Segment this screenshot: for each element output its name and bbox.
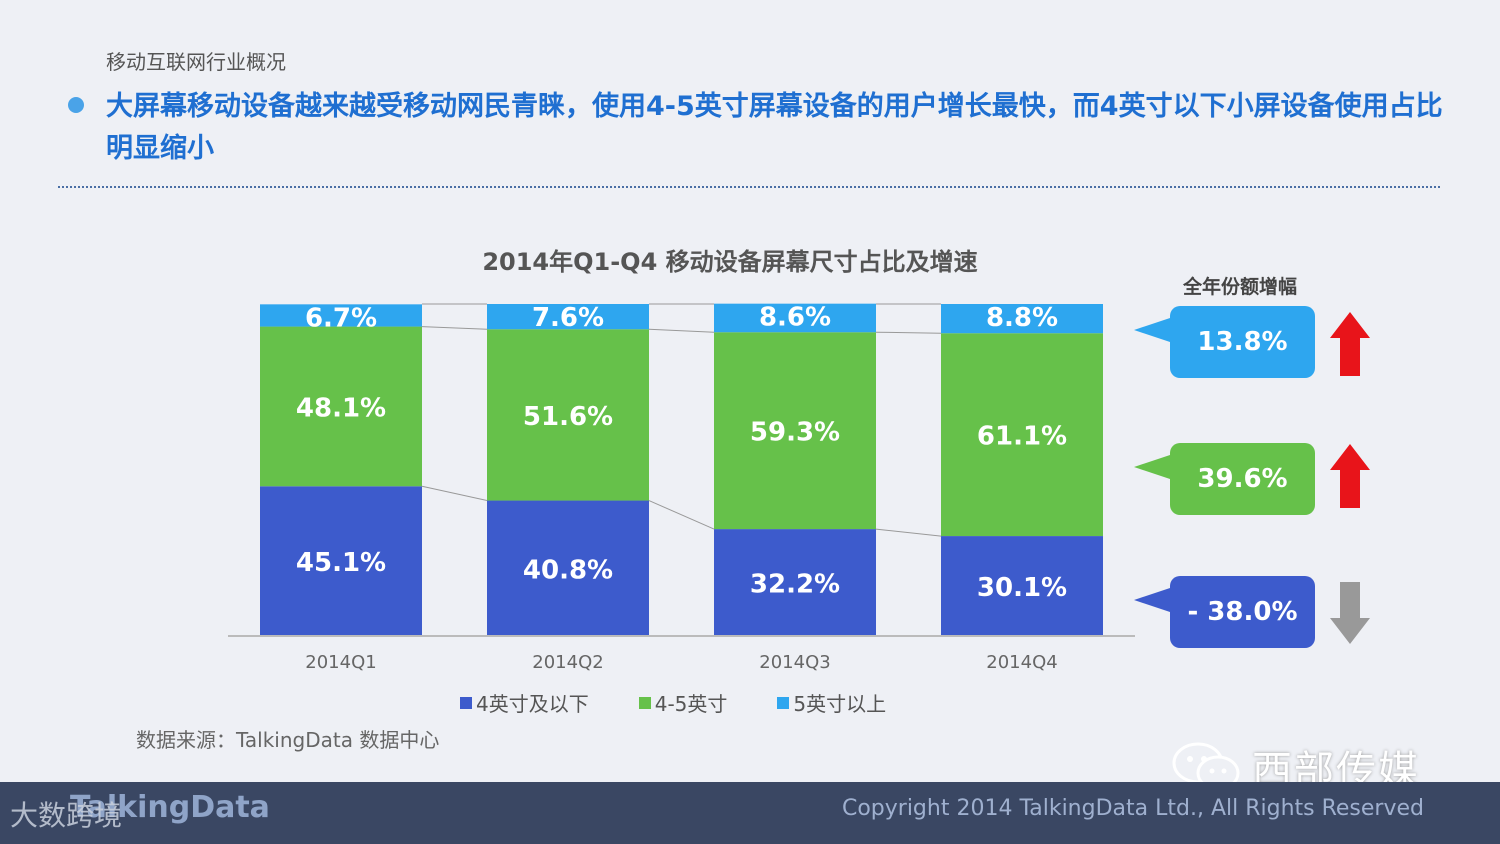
x-tick-label: 2014Q3 [759, 652, 830, 673]
data-label: 40.8% [523, 555, 613, 585]
legend-item-5in-plus: 5英寸以上 [777, 688, 886, 717]
connector-line [648, 500, 715, 530]
bar-segment [487, 500, 649, 636]
bar-segment [714, 303, 876, 333]
footer: TalkingData 大数跨境 Copyright 2014 TalkingD… [0, 782, 1500, 844]
up-arrow-icon [1330, 444, 1370, 508]
divider [58, 186, 1440, 188]
growth-callout-5in-plus: 13.8% [1134, 306, 1315, 378]
data-label: 7.6% [532, 303, 604, 333]
connector-line [875, 528, 942, 537]
data-label: 8.8% [986, 303, 1058, 333]
data-label: 30.1% [977, 573, 1067, 603]
growth-callout-4-5in: 39.6% [1134, 443, 1315, 515]
bar-segment [260, 304, 422, 327]
data-label: 45.1% [296, 548, 386, 578]
legend-swatch [638, 696, 651, 709]
x-tick-label: 2014Q1 [305, 652, 376, 673]
data-label: 48.1% [296, 393, 386, 423]
legend-swatch [460, 696, 472, 709]
legend-label: 4-5英寸 [654, 692, 728, 716]
legend-item-under-4in: 4英寸及以下 [460, 688, 589, 717]
bar-segment [487, 304, 649, 330]
talkingdata-logo: TalkingData [70, 790, 270, 825]
down-arrow-icon [1330, 582, 1370, 644]
data-label: 61.1% [977, 422, 1067, 452]
connector-line [421, 326, 488, 330]
bar-segment [941, 536, 1103, 636]
connector-line [875, 331, 942, 334]
growth-value: 39.6% [1197, 464, 1288, 494]
headline: 大屏幕移动设备越来越受移动网民青睐，使用4-5英寸屏幕设备的用户增长最快，而4英… [106, 91, 1443, 164]
legend-label: 5英寸以上 [793, 692, 887, 716]
growth-value: 13.8% [1197, 327, 1288, 357]
chart-title: 2014年Q1-Q4 移动设备屏幕尺寸占比及增速 [482, 248, 978, 276]
bar-segment [260, 326, 422, 487]
data-label: 51.6% [523, 402, 613, 432]
bar-segment [714, 529, 876, 636]
x-tick-label: 2014Q2 [532, 652, 603, 673]
legend-label: 4英寸及以下 [476, 692, 589, 716]
data-label: 6.7% [305, 303, 377, 333]
chart-legend: 4英寸及以下 4-5英寸 5英寸以上 [460, 688, 886, 717]
growth-title: 全年份额增幅 [1182, 276, 1297, 298]
bullet-icon [68, 97, 84, 113]
bar-segment [941, 333, 1103, 537]
growth-value: - 38.0% [1187, 597, 1298, 627]
data-label: 8.6% [759, 303, 831, 333]
legend-swatch [777, 696, 790, 709]
up-arrow-icon [1330, 312, 1370, 376]
bar-segment [941, 304, 1103, 334]
bar-segment [260, 486, 422, 636]
data-label: 32.2% [750, 570, 840, 600]
section-label: 移动互联网行业概况 [106, 50, 286, 74]
callout-tail [1134, 318, 1170, 342]
data-source: 数据来源：TalkingData 数据中心 [136, 728, 440, 752]
bar-segment [714, 332, 876, 530]
callout-tail [1134, 588, 1170, 612]
callout-tail [1134, 455, 1170, 479]
legend-item-4-5in: 4-5英寸 [638, 688, 728, 717]
bar-segment [487, 329, 649, 501]
connector-line [421, 485, 488, 502]
growth-arrows [1330, 312, 1370, 644]
footer-watermark: 大数跨境 [10, 799, 123, 832]
data-label: 59.3% [750, 418, 840, 448]
copyright: Copyright 2014 TalkingData Ltd., All Rig… [841, 796, 1424, 821]
connector-line [648, 328, 715, 333]
growth-callout-under-4in: - 38.0% [1134, 576, 1315, 648]
x-tick-label: 2014Q4 [986, 652, 1057, 673]
stacked-bar-chart: 45.1% 48.1% 6.7% 2014Q1 40.8% 51.6% 7.6% 2014Q2… [228, 303, 1135, 673]
